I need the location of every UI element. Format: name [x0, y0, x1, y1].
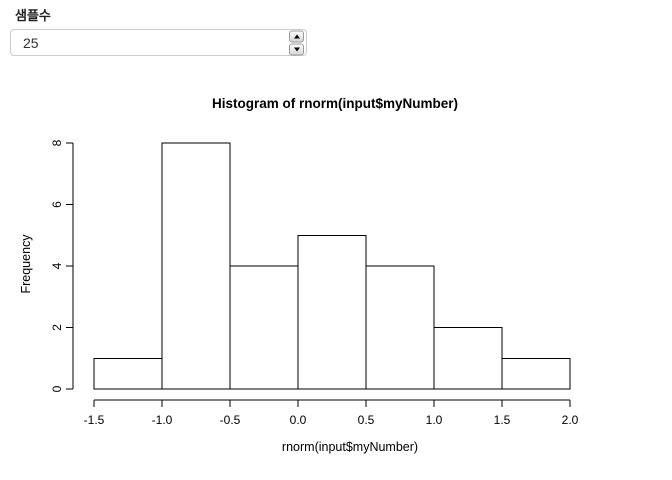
- y-tick-label: 0: [50, 385, 64, 392]
- histogram-bar: [229, 265, 299, 390]
- x-axis-label: rnorm(input$myNumber): [282, 440, 418, 454]
- triangle-up-icon: [293, 34, 300, 38]
- sample-count-input[interactable]: [10, 29, 307, 56]
- histogram-bar: [433, 327, 503, 390]
- x-tick-label: -1.0: [152, 413, 173, 427]
- y-tick-label: 2: [50, 324, 64, 331]
- histogram-bar: [297, 234, 367, 390]
- number-spinner: [289, 30, 304, 55]
- histogram-bar: [365, 265, 435, 390]
- x-tick-label: 1.5: [494, 413, 511, 427]
- x-tick-label: 0.0: [290, 413, 307, 427]
- sample-count-label: 샘플수: [15, 8, 51, 23]
- y-axis-label: Frequency: [19, 234, 33, 294]
- y-tick-label: 4: [50, 262, 64, 269]
- x-tick-label: -1.5: [84, 413, 105, 427]
- x-tick-label: -0.5: [220, 413, 241, 427]
- x-tick-label: 1.0: [426, 413, 443, 427]
- y-tick-label: 8: [50, 139, 64, 146]
- spinner-down-button[interactable]: [289, 43, 304, 55]
- chart-title: Histogram of rnorm(input$myNumber): [212, 96, 458, 111]
- sample-count-group: 샘플수: [10, 5, 307, 56]
- spinner-up-button[interactable]: [289, 30, 304, 42]
- histogram-bar: [161, 142, 231, 390]
- x-tick-label: 0.5: [358, 413, 375, 427]
- y-tick-label: 6: [50, 201, 64, 208]
- histogram-bar: [501, 357, 571, 390]
- histogram-bar: [93, 357, 163, 390]
- x-tick-label: 2.0: [562, 413, 579, 427]
- sample-count-input-wrap: [10, 29, 307, 56]
- triangle-down-icon: [293, 47, 300, 51]
